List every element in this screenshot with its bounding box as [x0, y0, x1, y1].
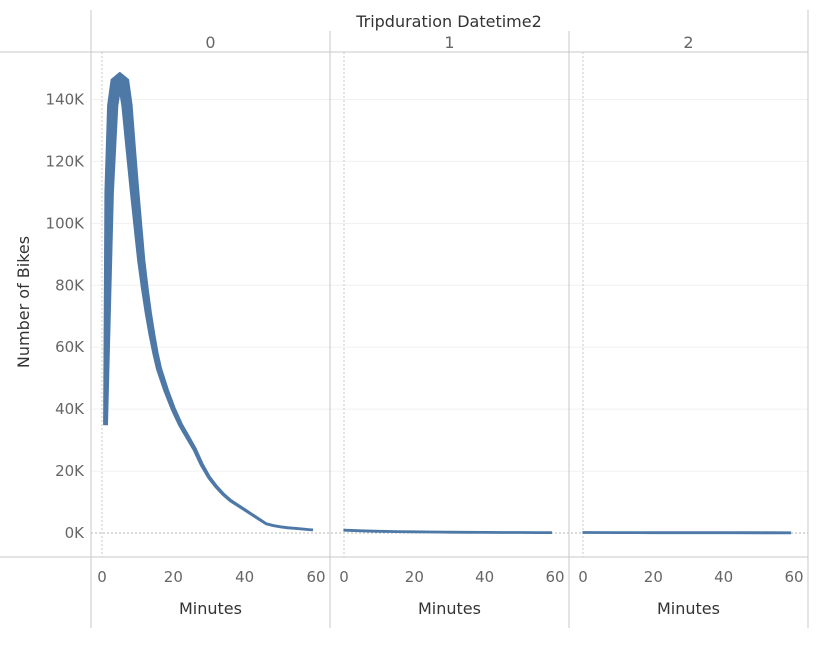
- y-tick-label: 80K: [55, 276, 85, 294]
- series-line: [582, 531, 792, 535]
- y-tick-label: 120K: [46, 152, 86, 170]
- x-tick-label: 0: [97, 568, 107, 586]
- y-tick-label: 40K: [55, 400, 85, 418]
- x-tick-label: 60: [545, 568, 564, 586]
- x-axis-title: Minutes: [657, 599, 720, 618]
- chart-title: Tripduration Datetime2: [355, 12, 542, 31]
- y-tick-label: 140K: [46, 91, 86, 109]
- panel-header-label: 1: [444, 33, 454, 52]
- x-tick-label: 20: [164, 568, 183, 586]
- y-tick-label: 0K: [65, 524, 86, 542]
- x-tick-label: 40: [714, 568, 733, 586]
- x-tick-label: 60: [784, 568, 803, 586]
- series-layer: [103, 71, 792, 535]
- x-tick-label: 20: [405, 568, 424, 586]
- series-line: [103, 71, 314, 532]
- x-tick-label: 20: [644, 568, 663, 586]
- x-tick-label: 40: [235, 568, 254, 586]
- series-line: [343, 528, 553, 535]
- grid-layer: [91, 52, 808, 557]
- y-tick-label: 60K: [55, 338, 85, 356]
- x-tick-label: 0: [339, 568, 349, 586]
- y-axis-title: Number of Bikes: [14, 236, 33, 368]
- panel-header-label: 2: [683, 33, 693, 52]
- x-tick-label: 0: [578, 568, 588, 586]
- x-tick-label: 40: [475, 568, 494, 586]
- panel-header-label: 0: [205, 33, 215, 52]
- x-axis-title: Minutes: [179, 599, 242, 618]
- y-tick-label: 100K: [46, 214, 86, 232]
- frame-layer: [0, 10, 809, 628]
- x-axis-title: Minutes: [418, 599, 481, 618]
- x-tick-label: 60: [306, 568, 325, 586]
- y-tick-label: 20K: [55, 462, 85, 480]
